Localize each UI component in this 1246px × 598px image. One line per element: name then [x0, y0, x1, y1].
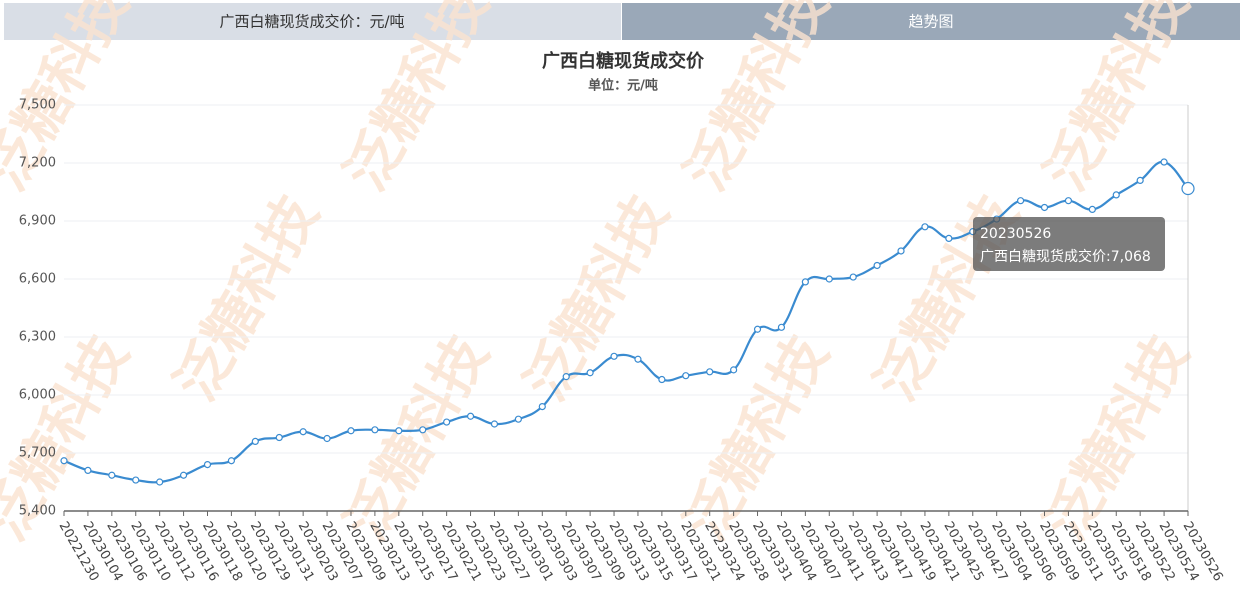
point	[586, 369, 594, 377]
chart-title: 广西白糖现货成交价	[542, 50, 705, 72]
point	[419, 426, 427, 434]
point	[275, 433, 283, 442]
tab-active[interactable]	[622, 3, 1240, 40]
point	[323, 434, 331, 443]
watermark: 泛糖科技	[333, 325, 501, 551]
point	[730, 366, 738, 374]
point	[84, 466, 92, 474]
point	[1136, 176, 1144, 184]
point	[801, 278, 809, 286]
point	[634, 355, 642, 363]
y-tick-label: 6,600	[19, 272, 56, 287]
point	[60, 457, 68, 465]
point	[1088, 205, 1096, 213]
point	[395, 427, 403, 435]
tab-label[interactable]: 趋势图	[908, 13, 953, 31]
point	[1016, 197, 1025, 205]
tooltip-text: 广西白糖现货成交价:7,068	[980, 248, 1151, 265]
point	[490, 420, 499, 428]
point	[371, 426, 379, 434]
point	[682, 372, 690, 380]
watermark: 泛糖科技	[673, 325, 841, 551]
point	[1160, 158, 1168, 166]
y-tick-label: 7,200	[19, 156, 56, 171]
point	[156, 478, 164, 486]
point	[251, 437, 259, 445]
watermark: 泛糖科技	[163, 185, 331, 411]
chart-subtitle: 单位：元/吨	[588, 78, 658, 94]
point	[514, 415, 522, 423]
y-tick-label: 7,500	[19, 98, 56, 113]
point	[108, 471, 116, 479]
y-tick-label: 5,400	[19, 504, 56, 519]
point	[538, 403, 546, 411]
point	[825, 275, 833, 283]
y-tick-label: 6,000	[19, 388, 56, 403]
point	[466, 412, 475, 420]
point	[132, 476, 140, 484]
point	[873, 261, 881, 270]
point	[777, 323, 786, 331]
point	[562, 373, 570, 381]
point	[945, 234, 953, 242]
tab-label[interactable]: 广西白糖现货成交价：元/吨	[219, 13, 404, 31]
point	[706, 368, 714, 376]
point	[897, 247, 905, 255]
point	[658, 375, 666, 384]
point	[1040, 203, 1049, 212]
tab[interactable]	[4, 3, 621, 40]
point	[753, 325, 762, 333]
point	[179, 471, 188, 479]
point	[1112, 191, 1120, 199]
watermark: 泛糖科技	[513, 185, 681, 411]
tooltip-box	[973, 217, 1165, 271]
point	[1181, 181, 1195, 196]
point	[610, 352, 618, 360]
point	[849, 273, 857, 281]
watermark: 泛糖科技	[1033, 325, 1201, 551]
tooltip-title: 20230526	[980, 226, 1051, 242]
point	[299, 428, 307, 436]
y-tick-label: 6,900	[19, 214, 56, 229]
y-tick-label: 5,700	[19, 446, 56, 461]
tooltip: 20230526 广西白糖现货成交价:7,068	[973, 217, 1165, 271]
point	[203, 461, 212, 469]
point	[1064, 197, 1073, 205]
point	[443, 418, 451, 426]
point	[921, 223, 929, 231]
point	[347, 427, 355, 435]
y-tick-label: 6,300	[19, 330, 56, 345]
point	[227, 457, 236, 465]
